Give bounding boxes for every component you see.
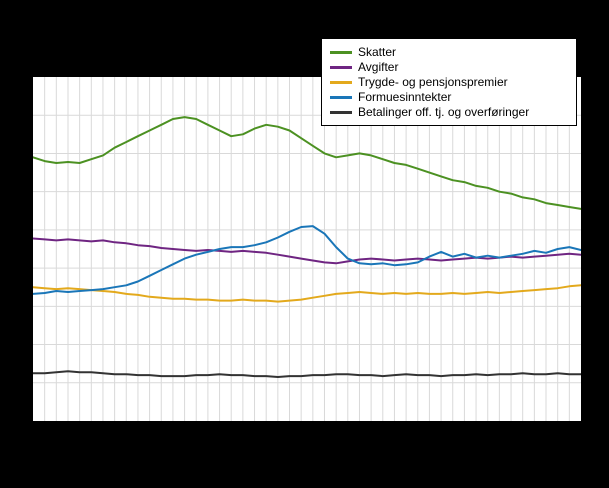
legend-label: Skatter [358,45,397,59]
legend-label: Formuesinntekter [358,90,452,104]
legend-label: Trygde- og pensjonspremier [358,75,508,89]
legend-line-swatch [330,80,352,84]
legend-label: Avgifter [358,60,399,74]
legend-item-trygde-og-pensjonspremier: Trygde- og pensjonspremier [330,75,568,89]
chart-lines [33,77,581,421]
legend-line-swatch [330,110,352,114]
legend-line-swatch [330,50,352,54]
legend: Skatter Avgifter Trygde- og pensjonsprem… [321,38,577,126]
legend-line-swatch [330,95,352,99]
legend-line-swatch [330,65,352,69]
legend-item-skatter: Skatter [330,45,568,59]
legend-item-betalinger: Betalinger off. tj. og overføringer [330,105,568,119]
plot-area [32,76,582,422]
legend-item-avgifter: Avgifter [330,60,568,74]
legend-item-formuesinntekter: Formuesinntekter [330,90,568,104]
legend-label: Betalinger off. tj. og overføringer [358,105,530,119]
